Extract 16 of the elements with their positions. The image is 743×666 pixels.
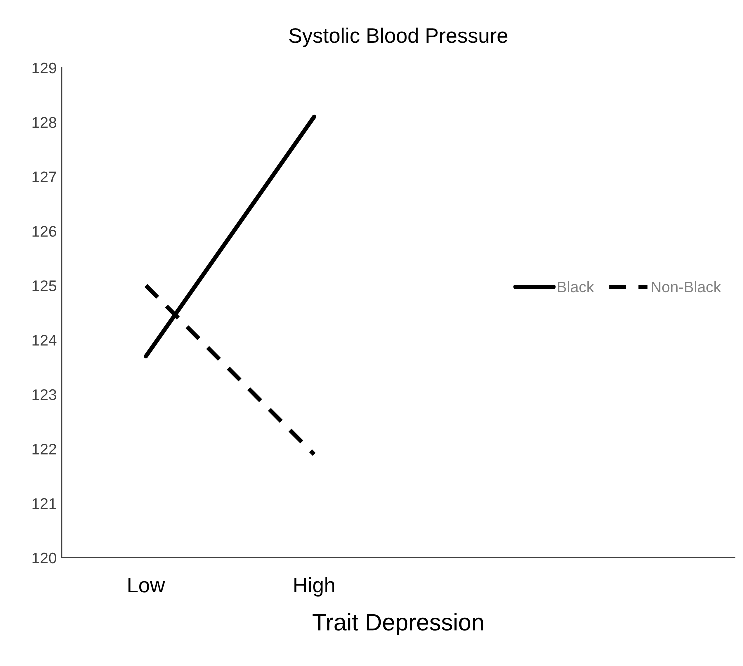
- chart-title: Systolic Blood Pressure: [289, 28, 508, 48]
- y-tick-label: 126: [32, 226, 56, 238]
- y-tick-label: 124: [32, 335, 57, 346]
- x-tick-label: Low: [128, 578, 166, 593]
- y-tick-label: 125: [32, 280, 56, 292]
- y-tick-label: 128: [32, 117, 56, 128]
- x-tick-label: High: [294, 577, 334, 597]
- legend-label: Non-Black: [652, 281, 722, 293]
- y-tick-label: 122: [32, 444, 56, 455]
- x-axis-title: Trait Depression: [312, 614, 484, 636]
- y-tick-label: 129: [32, 62, 56, 74]
- y-tick-label: 127: [32, 172, 56, 182]
- legend-label: Black: [558, 281, 594, 293]
- y-tick-label: 123: [32, 390, 56, 400]
- y-tick-label: 121: [32, 498, 56, 510]
- y-tick-label: 120: [32, 552, 57, 564]
